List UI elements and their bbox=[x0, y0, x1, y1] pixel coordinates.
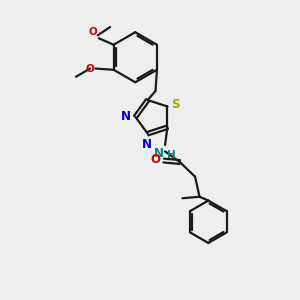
Text: O: O bbox=[89, 27, 98, 37]
Text: O: O bbox=[151, 153, 160, 166]
Text: H: H bbox=[167, 150, 176, 160]
Text: S: S bbox=[172, 98, 180, 111]
Text: O: O bbox=[85, 64, 94, 74]
Text: N: N bbox=[121, 110, 131, 123]
Text: N: N bbox=[154, 147, 164, 160]
Text: N: N bbox=[142, 137, 152, 151]
